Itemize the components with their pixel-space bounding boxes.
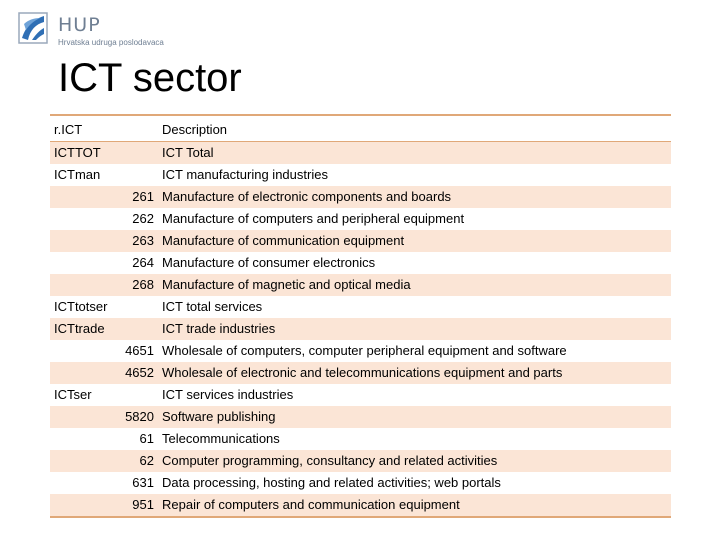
table-row: 268 Manufacture of magnetic and optical m…: [50, 274, 671, 296]
row-code: 62: [139, 453, 154, 468]
table-row: 261 Manufacture of electronic components …: [50, 186, 671, 208]
ict-table: r.ICT Description ICTTOT ICT Total ICTman I…: [50, 114, 671, 518]
row-description: ICT total services: [162, 299, 263, 314]
table-row: 4651 Wholesale of computers, computer per…: [50, 340, 671, 362]
row-description: Repair of computers and communication eq…: [162, 497, 460, 512]
table-row: ICTTOT ICT Total: [50, 142, 671, 164]
row-code: 4652: [125, 365, 154, 380]
row-description: ICT trade industries: [162, 321, 276, 336]
row-code: 263: [132, 233, 154, 248]
row-description: Manufacture of consumer electronics: [162, 255, 376, 270]
table-row: 4652 Wholesale of electronic and telecomm…: [50, 362, 671, 384]
row-description: Software publishing: [162, 409, 276, 424]
hup-logo: HUP Hrvatska udruga poslodavaca: [18, 12, 178, 52]
table-row: ICTser ICT services industries: [50, 384, 671, 406]
table-row: ICTtrade ICT trade industries: [50, 318, 671, 340]
row-description: Computer programming, consultancy and re…: [162, 453, 498, 468]
row-description: Manufacture of electronic components and…: [162, 189, 452, 204]
table-row: 263 Manufacture of communication equipmen…: [50, 230, 671, 252]
table-header: r.ICT Description: [50, 116, 671, 142]
row-code: ICTtotser: [54, 299, 108, 314]
row-code: ICTser: [54, 387, 92, 402]
row-description: Telecommunications: [162, 431, 280, 446]
row-description: ICT services industries: [162, 387, 294, 402]
table-row: 631 Data processing, hosting and related …: [50, 472, 671, 494]
header-code: r.ICT: [54, 122, 83, 137]
table-row: 264 Manufacture of consumer electronics: [50, 252, 671, 274]
table-row: 5820 Software publishing: [50, 406, 671, 428]
row-code: 268: [132, 277, 154, 292]
hup-logo-mark-icon: [18, 12, 48, 44]
row-code: ICTtrade: [54, 321, 105, 336]
row-code: 951: [132, 497, 154, 512]
logo-title: HUP: [58, 14, 101, 36]
row-description: ICT manufacturing industries: [162, 167, 328, 182]
row-code: 631: [132, 475, 154, 490]
table-row: 62 Computer programming, consultancy and …: [50, 450, 671, 472]
page-title: ICT sector: [58, 56, 242, 100]
table-row: ICTman ICT manufacturing industries: [50, 164, 671, 186]
row-code: ICTTOT: [54, 145, 101, 160]
row-code: 61: [139, 431, 154, 446]
row-code: 261: [132, 189, 154, 204]
row-description: Data processing, hosting and related act…: [162, 475, 501, 490]
row-code: ICTman: [54, 167, 101, 182]
row-code: 4651: [125, 343, 154, 358]
row-code: 264: [132, 255, 154, 270]
header-description: Description: [162, 122, 228, 137]
row-description: Manufacture of magnetic and optical medi…: [162, 277, 411, 292]
row-code: 262: [132, 211, 154, 226]
row-code: 5820: [125, 409, 154, 424]
table-row: 262 Manufacture of computers and peripher…: [50, 208, 671, 230]
row-description: Manufacture of computers and peripheral …: [162, 211, 465, 226]
table-row: 951 Repair of computers and communication…: [50, 494, 671, 516]
table-row: ICTtotser ICT total services: [50, 296, 671, 318]
row-description: Wholesale of computers, computer periphe…: [162, 343, 567, 358]
table-row: 61 Telecommunications: [50, 428, 671, 450]
logo-subtitle: Hrvatska udruga poslodavaca: [58, 38, 164, 47]
row-description: Wholesale of electronic and telecommunic…: [162, 365, 563, 380]
row-description: ICT Total: [162, 145, 214, 160]
row-description: Manufacture of communication equipment: [162, 233, 405, 248]
